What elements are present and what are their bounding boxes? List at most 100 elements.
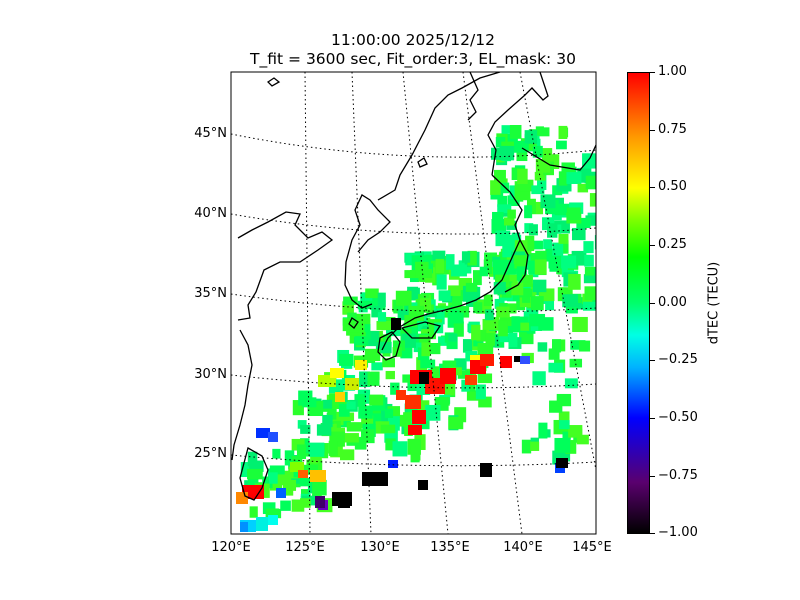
coast-sakhalin-west (467, 72, 479, 121)
dtec-patch (582, 153, 596, 169)
dtec-patch (566, 207, 581, 220)
dtec-patch (399, 414, 413, 427)
dtec-patch (492, 211, 504, 225)
map-title-params: T_fit = 3600 sec, Fit_order:3, EL_mask: … (250, 50, 576, 68)
dtec-patch (558, 233, 569, 244)
dtec-patch (508, 332, 518, 348)
dtec-patch (300, 498, 311, 508)
dtec-patch (414, 400, 430, 410)
dtec-patch (493, 281, 506, 295)
lon-label-125: 125°E (285, 540, 325, 555)
lat-label-45: 45°N (194, 126, 227, 141)
coast-islet (417, 157, 428, 168)
dtec-patch (359, 324, 371, 340)
dtec-patch (371, 305, 382, 318)
dtec-patch (497, 195, 508, 207)
colorbar-title: dTEC (TECU) (706, 261, 722, 345)
dtec-patch (416, 383, 431, 395)
dtec-patch (513, 255, 528, 265)
dtec-patch (376, 320, 393, 330)
dtec-patch (308, 442, 325, 457)
dtec-patch (420, 359, 436, 369)
dtec-patch (540, 194, 556, 209)
meridian-135 (402, 72, 449, 534)
dtec-patch (466, 391, 483, 401)
dtec-patch (517, 168, 528, 185)
lat-label-30: 30°N (194, 367, 227, 382)
colorbar-tick-label: 1.00 (658, 64, 687, 79)
dtec-patch (531, 296, 544, 311)
dtec-patch (520, 322, 530, 331)
dtec-patch (377, 312, 387, 322)
dtec-patch (542, 148, 553, 163)
dtec-patch (594, 235, 596, 250)
dtec-patch (584, 286, 596, 301)
coastlines (231, 72, 596, 501)
dtec-patch (268, 515, 278, 525)
dtec-patch (582, 301, 596, 311)
dtec-patch (589, 193, 596, 207)
dtec-patch (357, 300, 372, 310)
dtec-patch (432, 250, 446, 261)
lon-label-145: 145°E (572, 540, 612, 555)
dtec-patch (556, 458, 568, 468)
colorbar-tick-label: −0.25 (658, 352, 698, 367)
dtec-patch (564, 440, 577, 454)
dtec-patch (262, 476, 273, 489)
dtec-patch (548, 362, 564, 373)
dtec-patch (384, 408, 394, 418)
dtec-patch (272, 448, 281, 459)
dtec-patch (436, 274, 447, 290)
dtec-patch (562, 431, 571, 440)
dtec-patch (572, 316, 588, 333)
dtec-patch (452, 297, 463, 310)
dtec-patch (521, 439, 532, 454)
dtec-patch (345, 378, 359, 390)
colorbar-tick-label: 0.25 (658, 237, 687, 252)
dtec-patch (322, 399, 335, 409)
dtec-patch (524, 223, 534, 234)
meridian-130 (351, 72, 372, 534)
colorbar-tick-label: 0.75 (658, 122, 687, 137)
dtec-patch (558, 411, 570, 426)
dtec-patch (354, 336, 369, 346)
dtec-patch (467, 381, 476, 396)
lon-label-120: 120°E (211, 540, 251, 555)
dtec-patch (473, 302, 483, 314)
dtec-patch (280, 500, 291, 511)
dtec-patch (484, 252, 497, 262)
coast-honshu-east (504, 239, 529, 293)
dtec-patch (448, 416, 464, 430)
dtec-patch (402, 374, 416, 383)
dtec-patch (454, 407, 467, 423)
dtec-patch (465, 298, 480, 307)
colorbar-tick (650, 303, 655, 304)
dtec-patch (521, 274, 533, 287)
dtec-patch (531, 240, 543, 250)
coast-hokkaido (521, 144, 596, 171)
dtec-patch (412, 410, 426, 424)
dtec-patch (330, 368, 344, 378)
dtec-patch (479, 266, 489, 277)
dtec-patch (514, 259, 525, 269)
dtec-patch (520, 356, 530, 364)
dtec-patch (568, 274, 581, 290)
dtec-patch (551, 339, 562, 353)
dtec-patch (425, 325, 436, 340)
parallel-25 (231, 454, 596, 467)
dtec-patch (518, 179, 534, 192)
dtec-patch (504, 217, 515, 226)
dtec-patch (475, 384, 486, 400)
dtec-patch (349, 320, 365, 333)
dtec-patch (435, 258, 445, 274)
dtec-patch (584, 254, 594, 267)
dtec-patch (457, 370, 473, 379)
dtec-patch (376, 334, 392, 343)
dtec-patch (499, 333, 512, 343)
dtec-patch (316, 424, 332, 436)
dtec-patch (312, 479, 327, 496)
dtec-patch (256, 428, 270, 438)
coast-kyushu (377, 331, 401, 361)
dtec-patch (501, 125, 515, 134)
dtec-patch (585, 175, 596, 190)
